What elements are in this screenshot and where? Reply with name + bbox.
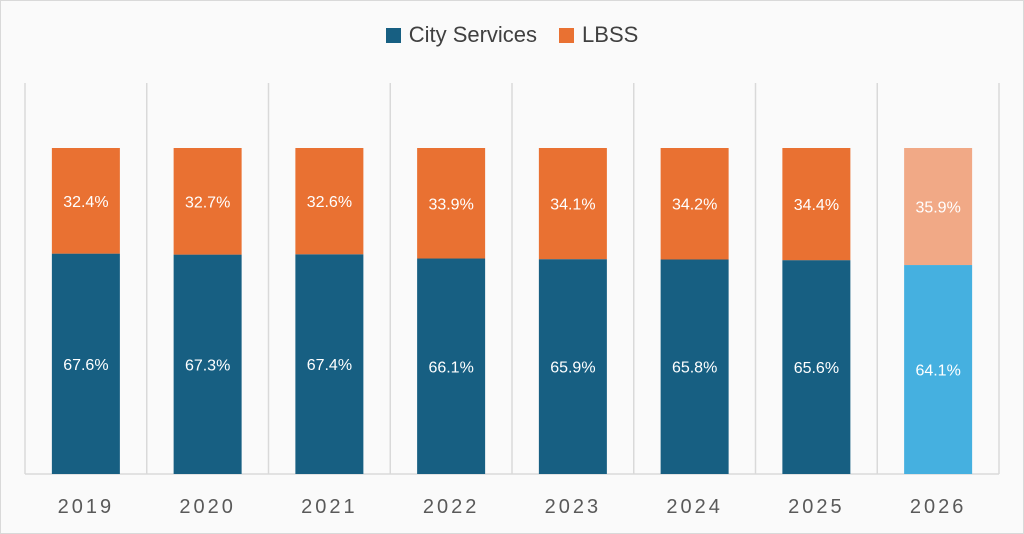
data-label: 34.4% bbox=[794, 197, 839, 214]
x-tick-label: 2020 bbox=[179, 496, 236, 518]
legend-label-city-services: City Services bbox=[408, 22, 538, 47]
data-label: 65.9% bbox=[550, 360, 595, 377]
x-tick-label: 2024 bbox=[666, 496, 723, 518]
data-label: 65.8% bbox=[672, 360, 717, 377]
bar-city-services-2019 bbox=[51, 253, 120, 474]
bar-lbss-2023 bbox=[538, 148, 607, 260]
data-label: 67.3% bbox=[185, 357, 230, 374]
data-label: 35.9% bbox=[915, 200, 960, 217]
x-tick-label: 2021 bbox=[301, 496, 358, 518]
legend-swatch-city-services bbox=[385, 27, 401, 43]
data-label: 64.1% bbox=[915, 363, 960, 380]
data-label: 33.9% bbox=[428, 196, 473, 213]
data-label: 65.6% bbox=[794, 360, 839, 377]
data-label: 67.4% bbox=[307, 357, 352, 374]
bar-city-services-2026 bbox=[904, 265, 973, 474]
x-tick-label: 2023 bbox=[545, 496, 602, 518]
x-tick-label: 2025 bbox=[788, 496, 845, 518]
bar-city-services-2020 bbox=[173, 254, 242, 474]
data-label: 67.6% bbox=[63, 357, 108, 374]
legend-item-city-services: City Services bbox=[385, 22, 538, 48]
legend-item-lbss: LBSS bbox=[559, 22, 638, 48]
x-tick-label: 2022 bbox=[423, 496, 480, 518]
bar-city-services-2025 bbox=[782, 260, 851, 474]
bar-lbss-2025 bbox=[782, 148, 851, 261]
data-label: 66.1% bbox=[428, 359, 473, 376]
bar-city-services-2022 bbox=[417, 258, 486, 474]
data-label: 32.4% bbox=[63, 194, 108, 211]
bar-city-services-2021 bbox=[295, 254, 364, 474]
bar-lbss-2021 bbox=[295, 148, 364, 255]
bar-lbss-2024 bbox=[660, 148, 729, 260]
bar-city-services-2023 bbox=[538, 259, 607, 474]
legend-label-lbss: LBSS bbox=[582, 22, 639, 47]
bar-lbss-2020 bbox=[173, 148, 242, 255]
x-tick-label: 2026 bbox=[910, 496, 967, 518]
legend: City Services LBSS bbox=[0, 22, 1024, 48]
bar-lbss-2022 bbox=[417, 148, 486, 259]
bar-lbss-2026 bbox=[904, 148, 973, 266]
bar-lbss-2019 bbox=[51, 148, 120, 254]
data-label: 34.1% bbox=[550, 197, 595, 214]
x-tick-label: 2019 bbox=[58, 496, 115, 518]
data-label: 32.6% bbox=[307, 194, 352, 211]
legend-swatch-lbss bbox=[559, 27, 575, 43]
data-label: 34.2% bbox=[672, 197, 717, 214]
bar-city-services-2024 bbox=[660, 259, 729, 474]
data-label: 32.7% bbox=[185, 194, 230, 211]
